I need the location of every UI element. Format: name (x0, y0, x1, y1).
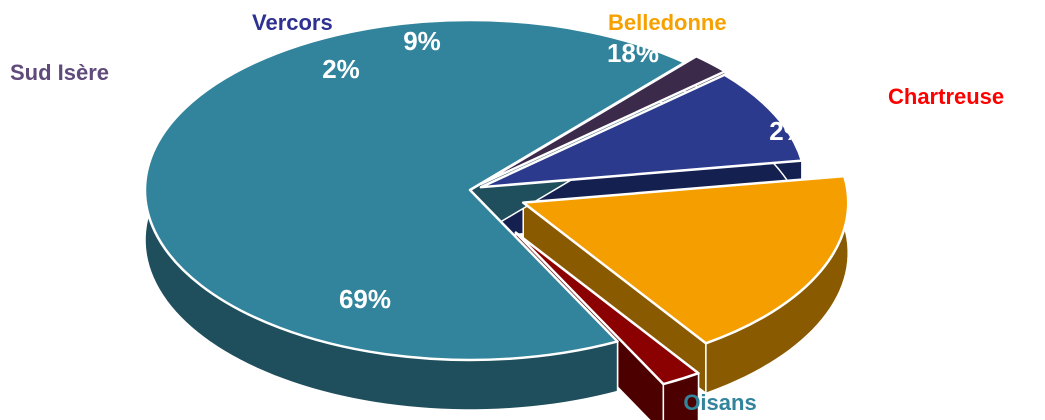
slice-oisans (143, 18, 687, 362)
pie-tops (143, 18, 850, 386)
name-label-sud-is-re: Sud Isère (10, 60, 109, 85)
pct-label-oisans: 69% (339, 284, 391, 314)
name-label-vercors: Vercors (252, 10, 333, 35)
slice-belledonne (521, 174, 850, 345)
slice-sud-is-re (480, 55, 727, 186)
name-label-oisans: Oisans (683, 390, 756, 415)
pct-label-sud-is-re: 2% (322, 54, 360, 84)
name-label-chartreuse: Chartreuse (888, 84, 1004, 109)
pie-labels: 69% Oisans 2% Sud Isère 9% Vercors 18% Belledon… (10, 10, 1004, 415)
name-label-belledonne: Belledonne (608, 10, 727, 35)
pct-label-chartreuse: 2% (769, 116, 807, 146)
slice-chartreuse (514, 231, 700, 386)
pct-label-vercors: 9% (403, 26, 441, 56)
slice-vercors (479, 73, 804, 189)
pct-label-belledonne: 18% (607, 38, 659, 68)
